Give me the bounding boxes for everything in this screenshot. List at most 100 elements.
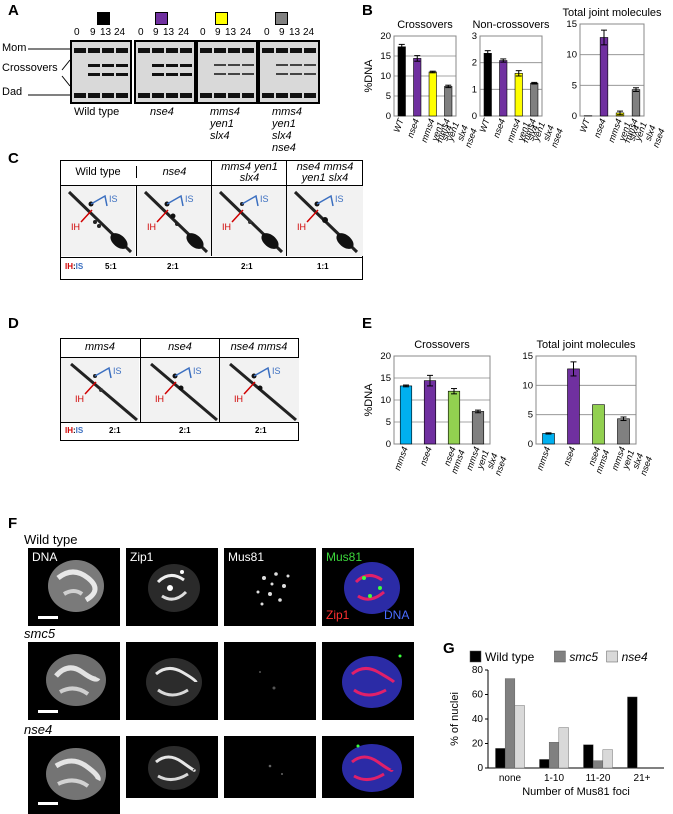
timepoint: 13 (100, 27, 111, 38)
timepoint: 9 (279, 27, 285, 38)
y-axis-label: % of nuclei (449, 692, 461, 746)
label-ih: IH (71, 222, 80, 232)
x-axis-label: Number of Mus81 foci (522, 786, 630, 798)
panel-d-header-nse4: nse4 (140, 339, 219, 357)
micrograph-wt-dna: DNA (28, 548, 120, 626)
legend-label: nse4 (622, 650, 648, 664)
ratio-key-ih: IH (65, 426, 73, 435)
bar (559, 728, 569, 768)
legend-label: Wild type (485, 650, 535, 664)
bar (448, 391, 460, 444)
category-label: nse4 (592, 117, 608, 139)
bar (424, 381, 436, 444)
bar (515, 706, 525, 768)
ratio-wild-type: 5:1 (105, 262, 117, 271)
category-label-word: nse4 (405, 117, 421, 139)
panel-label-f: F (8, 515, 17, 532)
tick-label: 5 (386, 417, 391, 428)
legend-swatch (607, 651, 618, 662)
label-ih: IH (147, 222, 156, 232)
micrograph-smc5-dna (28, 642, 120, 720)
tick-label: 10 (380, 71, 391, 82)
category-label-word: mms4 (535, 445, 553, 471)
timepoint: 0 (138, 27, 144, 38)
bar (539, 759, 549, 768)
bar (618, 419, 630, 444)
category-label-word: nse4 (561, 445, 577, 467)
chart-title: Crossovers (414, 339, 470, 351)
category-label: nse4 (405, 117, 421, 139)
ratio-mms4: 2:1 (109, 426, 121, 435)
tick-label: 5 (528, 410, 533, 421)
category-label-word: WT (578, 116, 593, 134)
bar (632, 90, 640, 116)
col-label-dna: DNA (32, 550, 57, 564)
tick-label: 20 (472, 739, 484, 750)
timepoint: 24 (114, 27, 125, 38)
timepoint: 0 (264, 27, 270, 38)
chart-title: Non-crossovers (472, 19, 550, 31)
ratio-mms4-yen1-slx4: 2:1 (241, 262, 253, 271)
bar (495, 748, 505, 768)
tick-label: 0 (528, 439, 533, 450)
tick-label: 0 (472, 111, 477, 122)
category-label: 1-10 (544, 773, 564, 784)
blot-nse4-mms4: IS IH (219, 358, 299, 422)
bar (531, 83, 538, 116)
label-is: IS (260, 194, 269, 204)
label-ih: IH (75, 394, 84, 404)
label-is: IS (109, 194, 118, 204)
col-label-zip1: Zip1 (130, 550, 153, 564)
tick-label: 3 (472, 31, 477, 42)
bar (515, 73, 522, 116)
blot-nse4: IS IH (136, 186, 212, 256)
category-label: nse4 (561, 445, 577, 467)
blot-mms4-yen1-slx4: IS IH (211, 186, 287, 256)
tick-label: 5 (572, 80, 577, 91)
y-axis-label: %DNA (363, 59, 375, 93)
tick-label: 1 (472, 84, 477, 95)
micrograph-nse4-mus81 (224, 736, 316, 798)
category-label-word: WT (391, 116, 406, 134)
legend-label: smc5 (569, 650, 598, 664)
micrograph-nse4-merge (322, 736, 414, 798)
category-label-word: nse4 (491, 117, 507, 139)
bar (500, 61, 507, 116)
tick-label: 0 (386, 111, 391, 122)
ratio-nse4: 2:1 (167, 262, 179, 271)
timepoint: 9 (90, 27, 96, 38)
panel-f: Wild type smc5 nse4 DNA Zip1 Mus81 Mus81… (8, 532, 438, 800)
bar (400, 386, 412, 444)
timepoint: 24 (178, 27, 189, 38)
label-is: IS (193, 366, 202, 376)
category-label-word: WT (477, 116, 492, 134)
strain-label-nse4: nse4 (150, 106, 174, 118)
tick-label: 0 (477, 763, 483, 774)
bar (398, 47, 405, 116)
blot-wild-type: IS IH (61, 186, 135, 256)
category-label: mms4 (392, 445, 410, 471)
tick-label: 15 (522, 351, 533, 362)
timepoint: 13 (225, 27, 236, 38)
label-is: IS (272, 366, 281, 376)
blot-nse4-mms4-yen1-slx4: IS IH (286, 186, 363, 256)
tick-label: 5 (386, 91, 391, 102)
panel-label-c: C (8, 150, 19, 167)
panel-d-table: mms4 nse4 nse4 mms4 IS IH IS IH IS (60, 338, 299, 441)
bar (445, 86, 452, 116)
panel-c-table: Wild type nse4 mms4 yen1 slx4 nse4 mms4 … (60, 160, 363, 280)
ratio-nse4-mms4: 2:1 (255, 426, 267, 435)
tick-label: 15 (380, 51, 391, 62)
band-label-mom: Mom (2, 42, 26, 54)
label-is: IS (185, 194, 194, 204)
tick-label: 80 (472, 665, 484, 676)
legend-swatch (554, 651, 565, 662)
tick-label: 20 (380, 31, 391, 42)
bar (593, 405, 605, 444)
